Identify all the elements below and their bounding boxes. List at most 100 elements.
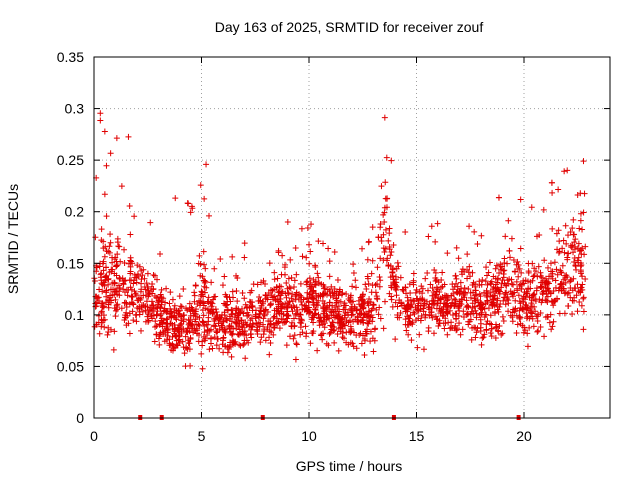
data-point [234, 275, 241, 282]
data-point [484, 297, 491, 304]
data-point [143, 298, 150, 305]
y-tick-label: 0.35 [57, 49, 84, 65]
data-point [224, 317, 231, 324]
data-point [347, 306, 354, 313]
data-point [164, 315, 171, 322]
data-point [396, 297, 403, 304]
data-point [495, 275, 502, 282]
data-point [412, 289, 419, 296]
data-point [522, 277, 529, 284]
data-point [156, 321, 163, 328]
data-point [385, 262, 392, 269]
data-point [258, 279, 265, 286]
data-point [350, 343, 357, 350]
data-point [302, 323, 309, 330]
data-point [326, 315, 333, 322]
data-point [389, 273, 396, 280]
data-point [144, 313, 151, 320]
data-point [528, 204, 535, 211]
data-point [439, 313, 446, 320]
data-point [207, 300, 214, 307]
data-point [154, 276, 161, 283]
data-point [341, 300, 348, 307]
data-point [326, 330, 333, 337]
data-point [195, 338, 202, 345]
data-point [292, 311, 299, 318]
data-point [443, 309, 450, 316]
y-tick-label: 0.05 [57, 358, 84, 374]
data-point [180, 344, 187, 351]
data-point [181, 350, 188, 357]
data-point [187, 312, 194, 319]
data-point [189, 205, 196, 212]
data-point [514, 258, 521, 265]
data-point [582, 276, 589, 283]
data-point [289, 298, 296, 305]
data-point [487, 329, 494, 336]
data-point [297, 280, 304, 287]
data-point [278, 310, 285, 317]
data-point [425, 324, 432, 331]
data-point [196, 332, 203, 339]
data-point [540, 206, 547, 213]
data-point [564, 254, 571, 261]
data-point [133, 292, 140, 299]
data-point [347, 299, 354, 306]
data-point [248, 315, 255, 322]
data-point [510, 306, 517, 313]
data-point [397, 310, 404, 317]
data-point [388, 248, 395, 255]
data-point [289, 308, 296, 315]
data-point [203, 161, 210, 168]
data-point [168, 308, 175, 315]
data-point [337, 298, 344, 305]
data-point [236, 341, 243, 348]
data-point [114, 251, 121, 258]
data-point [262, 291, 269, 298]
data-point [573, 292, 580, 299]
data-point [148, 313, 155, 320]
data-point [261, 312, 268, 319]
data-point [221, 273, 228, 280]
data-point [504, 277, 511, 284]
data-point [517, 281, 524, 288]
data-point [306, 241, 313, 248]
data-point [525, 268, 532, 275]
data-point [551, 259, 558, 266]
data-point [336, 308, 343, 315]
data-point [128, 286, 135, 293]
data-point [124, 312, 131, 319]
data-point [95, 312, 102, 319]
data-point [325, 245, 332, 252]
data-point [310, 319, 317, 326]
data-point [580, 295, 587, 302]
data-point [157, 303, 164, 310]
data-point [513, 312, 520, 319]
data-point [337, 324, 344, 331]
data-point [171, 302, 178, 309]
data-point [294, 307, 301, 314]
data-point [518, 269, 525, 276]
data-point [390, 241, 397, 248]
data-point [195, 260, 202, 267]
data-point [408, 337, 415, 344]
data-point [183, 344, 190, 351]
data-point [339, 334, 346, 341]
data-point [457, 279, 464, 286]
x-tick-label: 15 [409, 428, 425, 444]
data-point [141, 275, 148, 282]
data-point [186, 300, 193, 307]
data-point [421, 297, 428, 304]
data-point [373, 281, 380, 288]
data-point [199, 319, 206, 326]
data-point [446, 307, 453, 314]
data-point [530, 323, 537, 330]
data-point [516, 315, 523, 322]
data-point [307, 279, 314, 286]
data-point [515, 292, 522, 299]
data-point [101, 128, 108, 135]
data-point [168, 313, 175, 320]
data-point [299, 329, 306, 336]
data-point [300, 296, 307, 303]
data-point [216, 345, 223, 352]
